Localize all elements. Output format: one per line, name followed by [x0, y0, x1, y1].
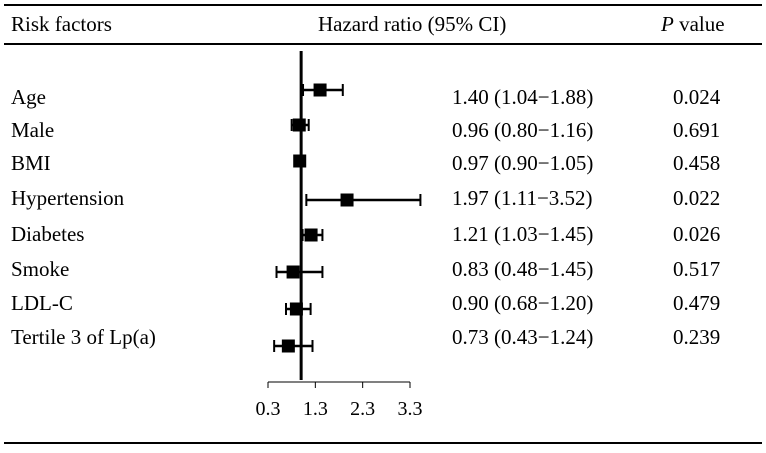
- row-p: 0.458: [673, 151, 721, 175]
- x-tick-label: 1.3: [303, 398, 328, 420]
- row-p: 0.479: [673, 291, 721, 315]
- row-p: 0.691: [673, 118, 721, 142]
- table-bottom-rule: [4, 442, 762, 444]
- row-factor: LDL-C: [11, 291, 73, 315]
- row-p: 0.517: [673, 257, 721, 281]
- table-top-rule: [4, 4, 762, 6]
- row-ci: 1.97 (1.11−3.52): [452, 186, 593, 210]
- value-label: value: [673, 12, 725, 36]
- row-p: 0.239: [673, 325, 721, 349]
- x-tick-label: 0.3: [256, 398, 281, 420]
- hr-point-marker: [281, 339, 295, 353]
- hr-point-marker: [340, 193, 354, 207]
- row-p: 0.022: [673, 186, 721, 210]
- row-ci: 0.96 (0.80−1.16): [452, 118, 594, 142]
- row-factor: Diabetes: [11, 222, 85, 246]
- row-p: 0.024: [673, 85, 721, 109]
- p-italic: P: [661, 12, 674, 36]
- header-p-value: P value: [661, 10, 725, 38]
- hr-point-marker: [304, 228, 318, 242]
- row-ci: 1.40 (1.04−1.88): [452, 85, 594, 109]
- hr-point-marker: [313, 83, 327, 97]
- hr-point-marker: [286, 265, 300, 279]
- row-ci: 0.97 (0.90−1.05): [452, 151, 594, 175]
- row-factor: Age: [11, 85, 46, 109]
- x-tick-label: 2.3: [350, 398, 375, 420]
- hr-point-marker: [292, 118, 306, 132]
- row-ci: 0.90 (0.68−1.20): [452, 291, 594, 315]
- row-ci: 0.83 (0.48−1.45): [452, 257, 594, 281]
- hr-point-marker: [289, 302, 303, 316]
- row-ci: 0.73 (0.43−1.24): [452, 325, 594, 349]
- row-factor: Hypertension: [11, 186, 125, 210]
- row-ci: 1.21 (1.03−1.45): [452, 222, 594, 246]
- row-factor: Tertile 3 of Lp(a): [11, 325, 156, 349]
- hr-point-marker: [293, 154, 307, 168]
- row-factor: BMI: [11, 151, 51, 175]
- header-hazard-ratio: Hazard ratio (95% CI): [318, 12, 507, 36]
- header-risk-factors: Risk factors: [11, 12, 112, 36]
- x-tick-label: 3.3: [398, 398, 423, 420]
- header-rule: [4, 43, 762, 45]
- row-p: 0.026: [673, 222, 721, 246]
- row-factor: Smoke: [11, 257, 70, 281]
- row-factor: Male: [11, 118, 55, 142]
